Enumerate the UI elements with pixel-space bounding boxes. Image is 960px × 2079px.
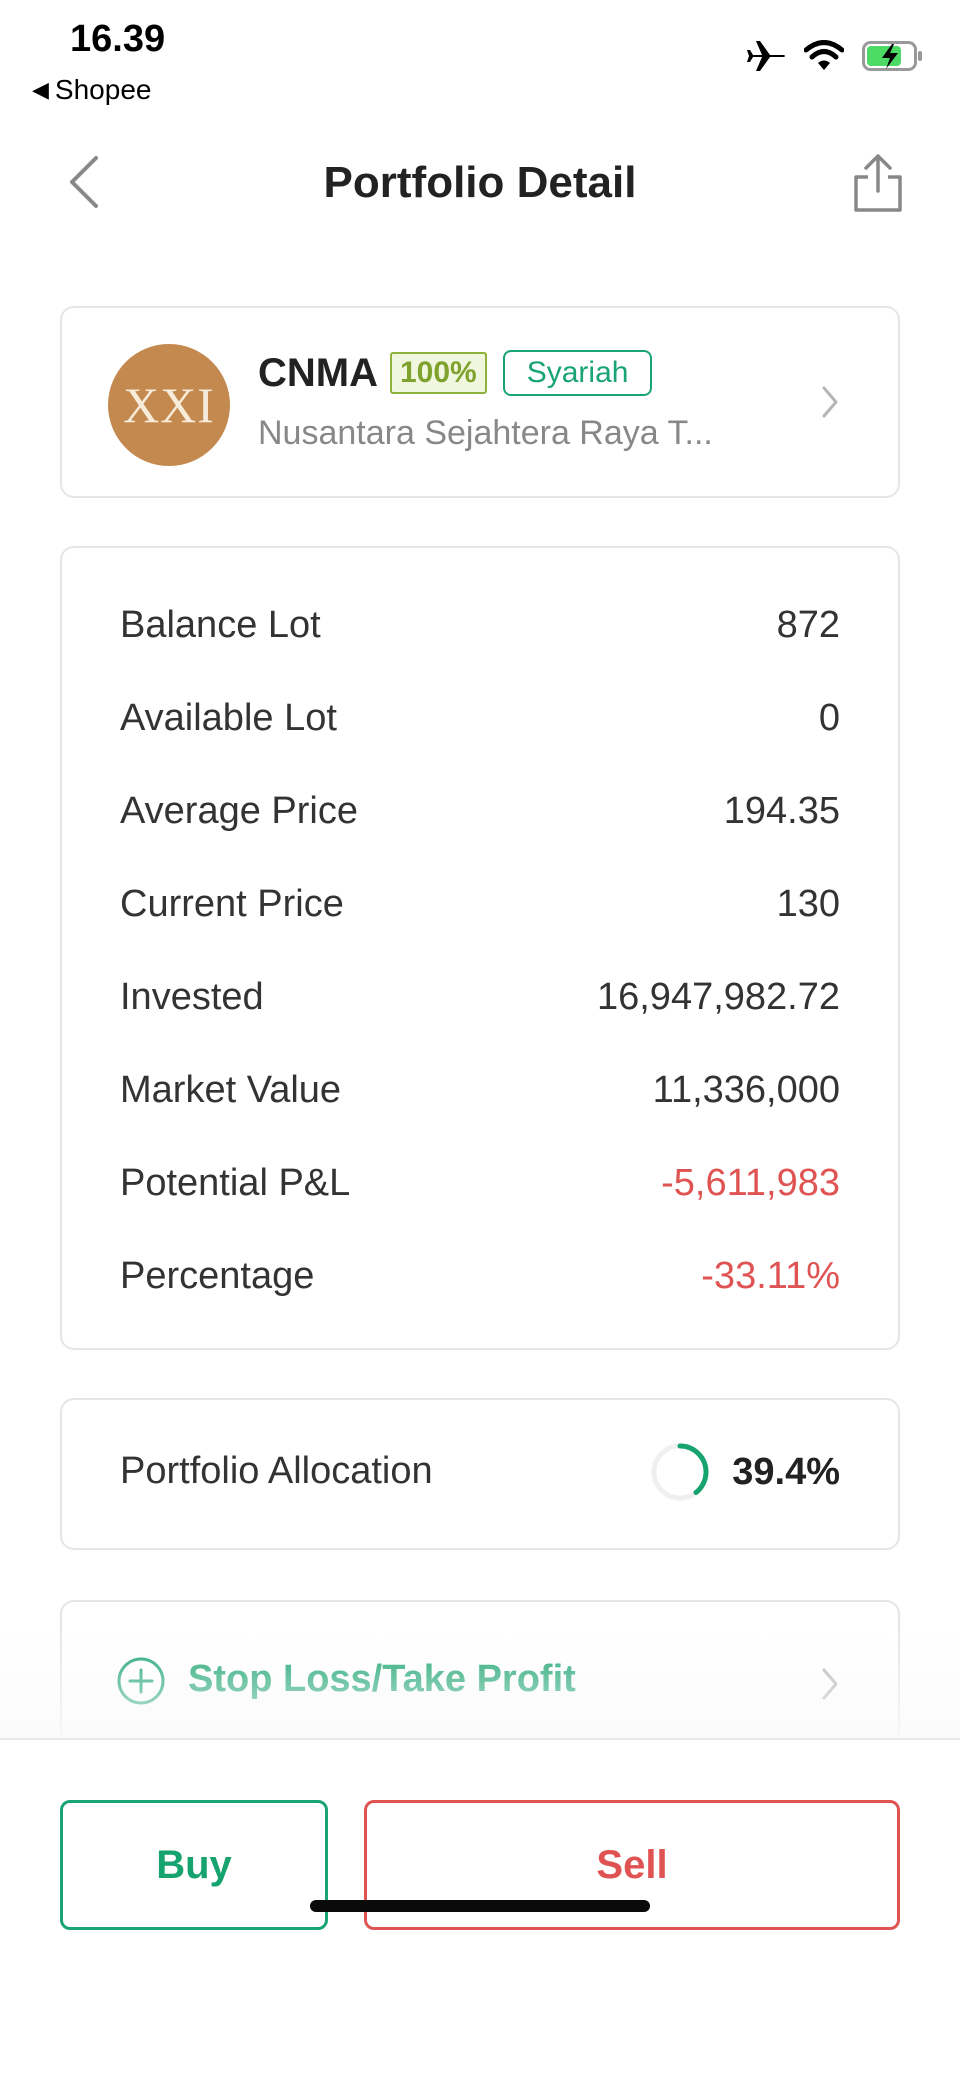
detail-row-market-value: Market Value 11,336,000 [120, 1065, 840, 1115]
plus-circle-icon [117, 1657, 165, 1705]
company-name: Nusantara Sejahtera Raya T... [258, 414, 713, 452]
detail-label: Market Value [120, 1068, 342, 1111]
status-back-app-label: Shopee [54, 74, 152, 105]
detail-row-percentage: Percentage -33.11% [120, 1251, 840, 1301]
top-nav: Portfolio Detail [0, 130, 960, 240]
percent-badge: 100% [389, 352, 487, 394]
detail-row-balance-lot: Balance Lot 872 [120, 600, 840, 650]
buy-button[interactable]: Buy [60, 1800, 328, 1930]
wifi-icon [804, 40, 844, 70]
allocation-ring-chart [651, 1443, 709, 1501]
detail-label: Percentage [120, 1254, 315, 1297]
back-triangle-icon: ◀ [32, 77, 49, 102]
detail-row-available-lot: Available Lot 0 [120, 693, 840, 743]
detail-label: Balance Lot [120, 603, 321, 646]
stock-card[interactable]: XXI CNMA 100% Syariah Nusantara Sejahter… [60, 306, 900, 498]
back-button[interactable] [54, 152, 114, 212]
allocation-value: 39.4% [732, 1450, 840, 1493]
share-icon [854, 154, 902, 212]
detail-label: Potential P&L [120, 1161, 351, 1204]
portfolio-allocation-card: Portfolio Allocation 39.4% [60, 1398, 900, 1550]
detail-row-current-price: Current Price 130 [120, 879, 840, 929]
detail-value: 872 [776, 603, 840, 646]
detail-row-invested: Invested 16,947,982.72 [120, 972, 840, 1022]
syariah-badge: Syariah [502, 350, 653, 396]
detail-label: Current Price [120, 882, 344, 925]
status-icons [746, 38, 924, 74]
home-indicator[interactable] [310, 1900, 650, 1912]
page-title: Portfolio Detail [323, 158, 637, 207]
detail-label: Available Lot [120, 696, 337, 739]
chevron-left-icon [70, 156, 98, 208]
detail-row-average-price: Average Price 194.35 [120, 786, 840, 836]
stock-logo: XXI [108, 344, 230, 466]
detail-label: Average Price [120, 789, 358, 832]
share-button[interactable] [846, 148, 910, 218]
stock-ticker: CNMA [258, 350, 378, 395]
detail-row-potential-pnl: Potential P&L -5,611,983 [120, 1158, 840, 1208]
position-details-card: Balance Lot 872 Available Lot 0 Average … [60, 546, 900, 1350]
detail-label: Invested [120, 975, 264, 1018]
chevron-right-icon [822, 1668, 838, 1700]
status-back-to-app[interactable]: ◀ Shopee [32, 74, 151, 106]
detail-value: 11,336,000 [652, 1068, 840, 1111]
detail-value: -5,611,983 [661, 1161, 840, 1204]
allocation-label: Portfolio Allocation [120, 1450, 433, 1492]
airplane-icon [747, 41, 785, 71]
ticker-row: CNMA 100% Syariah [258, 350, 653, 396]
detail-value: 130 [776, 882, 840, 925]
status-time: 16.39 [70, 18, 166, 60]
chevron-right-icon [822, 386, 838, 418]
battery-charging-icon [862, 41, 922, 71]
detail-value: -33.11% [701, 1254, 840, 1297]
detail-value: 194.35 [723, 789, 840, 832]
stop-loss-take-profit-card[interactable]: Stop Loss/Take Profit [60, 1600, 900, 1750]
detail-value: 0 [818, 696, 840, 739]
detail-value: 16,947,982.72 [596, 975, 840, 1018]
allocation-summary: 39.4% [648, 1440, 840, 1504]
stop-loss-label: Stop Loss/Take Profit [188, 1658, 576, 1700]
